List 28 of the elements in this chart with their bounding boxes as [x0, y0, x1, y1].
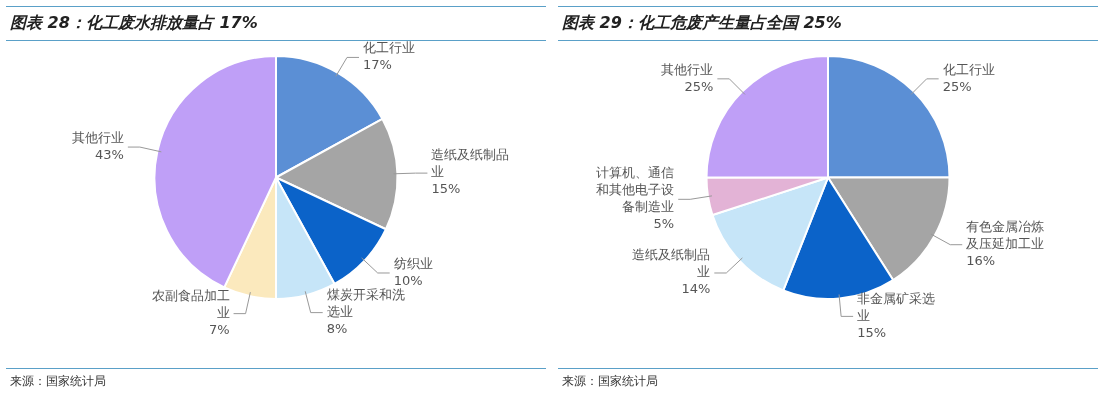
data-label: 14%: [681, 281, 711, 297]
data-label: 10%: [393, 272, 423, 288]
slice-label: 有色金属冶炼及压延加工业: [966, 219, 1045, 252]
chart-title: 图表 29：化工危废产生量占全国 25%: [558, 6, 1098, 41]
slice-label: 其他行业: [661, 61, 714, 77]
data-label: 25%: [942, 78, 972, 94]
slice-label: 计算机、通信和其他电子设备制造业: [596, 165, 675, 215]
data-label: 8%: [326, 320, 348, 336]
chart-title: 图表 28：化工废水排放量占 17%: [6, 6, 546, 41]
data-label: 15%: [431, 181, 461, 197]
source-note: 来源：国家统计局: [558, 368, 1098, 394]
slice-label: 造纸及纸制品业: [431, 147, 510, 180]
data-label: 43%: [94, 146, 124, 162]
slice-label: 化工行业: [942, 61, 995, 77]
slice-label: 纺织业: [393, 255, 433, 271]
slice-label: 农副食品加工业: [151, 288, 230, 321]
data-label: 25%: [684, 78, 714, 94]
data-label: 17%: [363, 57, 392, 73]
slice-label: 非金属矿采选业: [857, 290, 936, 323]
data-label: 7%: [208, 322, 230, 338]
data-label: 15%: [857, 324, 887, 340]
slice-label: 煤炭开采和洗选业: [326, 286, 405, 319]
slice-label: 化工行业: [363, 40, 416, 56]
slice-label: 其他行业: [71, 129, 124, 145]
data-label: 16%: [966, 253, 996, 269]
data-label: 5%: [653, 216, 675, 232]
slice-label: 造纸及纸制品业: [632, 247, 711, 280]
source-note: 来源：国家统计局: [6, 368, 546, 394]
